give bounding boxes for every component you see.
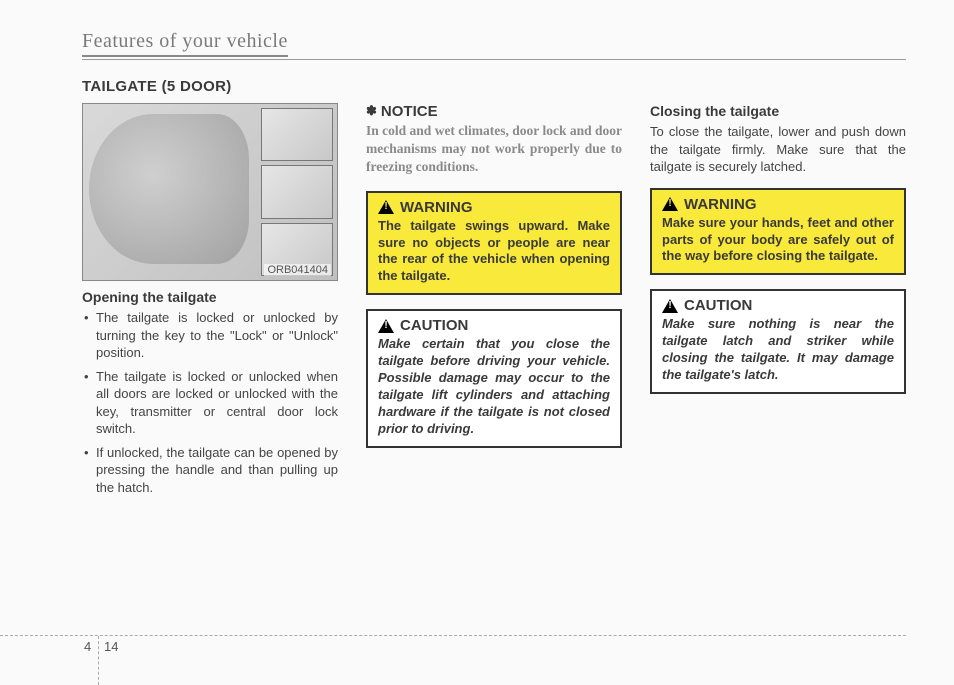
- warning-head: WARNING: [378, 199, 610, 216]
- caution-head: CAUTION: [378, 317, 610, 334]
- column-2: ✽ NOTICE In cold and wet climates, door l…: [366, 103, 622, 502]
- warning-label: WARNING: [684, 196, 757, 213]
- warning-box: WARNING The tailgate swings upward. Make…: [366, 191, 622, 296]
- list-item: If unlocked, the tailgate can be opened …: [82, 444, 338, 497]
- caution-head: CAUTION: [662, 297, 894, 314]
- page-number: 14: [104, 639, 118, 654]
- warning-label: WARNING: [400, 199, 473, 216]
- warning-body: Make sure your hands, feet and other par…: [662, 215, 894, 266]
- running-head: Features of your vehicle: [82, 30, 288, 57]
- footer-divider: [98, 636, 99, 685]
- warning-body: The tailgate swings upward. Make sure no…: [378, 218, 610, 286]
- closing-heading: Closing the tailgate: [650, 103, 906, 119]
- caution-body: Make certain that you close the tailgate…: [378, 336, 610, 437]
- list-item: The tailgate is locked or unlocked by tu…: [82, 309, 338, 362]
- column-1: ORB041404 Opening the tailgate The tailg…: [82, 103, 338, 502]
- opening-heading: Opening the tailgate: [82, 289, 338, 305]
- manual-page: Features of your vehicle TAILGATE (5 DOO…: [0, 0, 954, 685]
- warning-triangle-icon: [378, 200, 394, 214]
- caution-label: CAUTION: [684, 297, 752, 314]
- caution-box: CAUTION Make certain that you close the …: [366, 309, 622, 447]
- notice-label: ✽ NOTICE: [366, 103, 622, 120]
- head-rule: [82, 59, 906, 60]
- caution-triangle-icon: [378, 319, 394, 333]
- page-section-number: 4: [84, 639, 91, 654]
- caution-body: Make sure nothing is near the tailgate l…: [662, 316, 894, 384]
- figure-code: ORB041404: [264, 264, 331, 276]
- column-3: Closing the tailgate To close the tailga…: [650, 103, 906, 502]
- warning-head: WARNING: [662, 196, 894, 213]
- content-columns: ORB041404 Opening the tailgate The tailg…: [82, 103, 906, 502]
- caution-box: CAUTION Make sure nothing is near the ta…: [650, 289, 906, 394]
- opening-bullets: The tailgate is locked or unlocked by tu…: [82, 309, 338, 496]
- figure-inset: [261, 108, 333, 161]
- figure-car-shape: [89, 114, 249, 264]
- notice-label-text: NOTICE: [381, 103, 438, 120]
- figure-inset-stack: [261, 108, 333, 276]
- list-item: The tailgate is locked or unlocked when …: [82, 368, 338, 438]
- caution-label: CAUTION: [400, 317, 468, 334]
- closing-body: To close the tailgate, lower and push do…: [650, 123, 906, 176]
- notice-body: In cold and wet climates, door lock and …: [366, 122, 622, 177]
- section-title: TAILGATE (5 DOOR): [82, 78, 906, 95]
- warning-box: WARNING Make sure your hands, feet and o…: [650, 188, 906, 276]
- figure-inset: [261, 165, 333, 218]
- tailgate-figure: ORB041404: [82, 103, 338, 281]
- caution-triangle-icon: [662, 299, 678, 313]
- page-footer: 4 14: [0, 635, 906, 659]
- notice-star-icon: ✽: [366, 103, 377, 118]
- warning-triangle-icon: [662, 197, 678, 211]
